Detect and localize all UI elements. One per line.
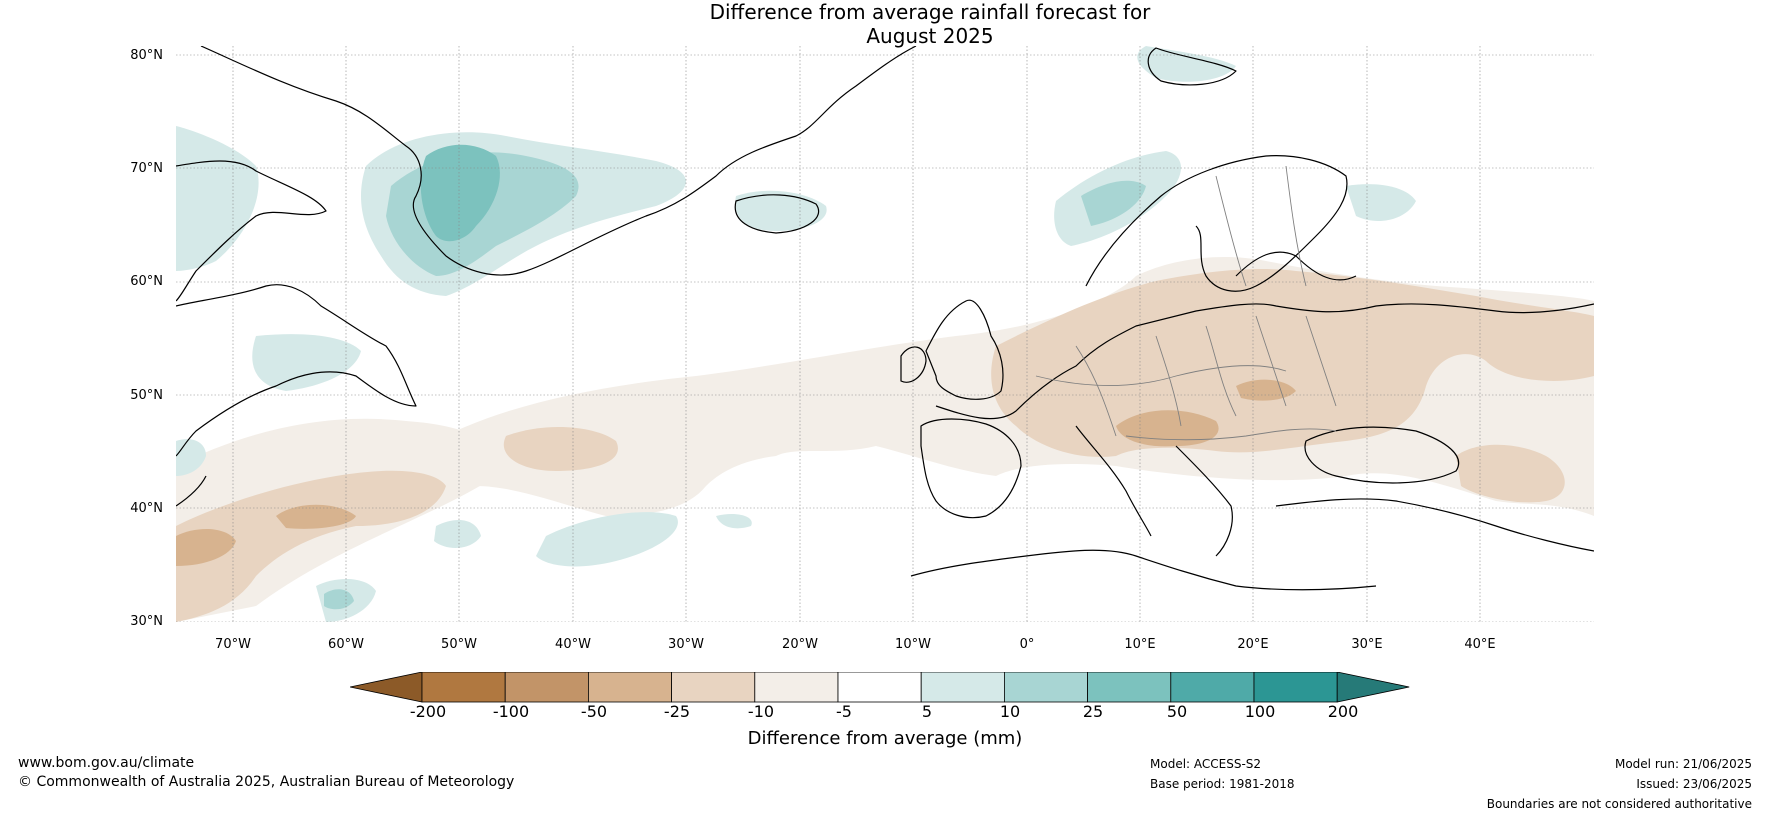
colorbar-svg [349, 671, 1410, 703]
graticule [176, 46, 1594, 622]
country-borders [1035, 165, 1337, 441]
lon-label-10w: 10°W [895, 637, 931, 652]
colorbar-tick-m200: -200 [409, 702, 447, 721]
wet-anomaly-layer [176, 46, 1416, 622]
lon-label-40w: 40°W [555, 637, 591, 652]
colorbar-segment [837, 671, 922, 703]
colorbar-tick-25: 25 [1082, 702, 1104, 721]
lon-label-0: 0° [1019, 637, 1035, 652]
lon-label-30w: 30°W [668, 637, 704, 652]
colorbar-tick-m100: -100 [492, 702, 530, 721]
rainfall-map [176, 46, 1594, 622]
colorbar-segments [349, 671, 1410, 703]
model-text: Model: ACCESS-S2 [1150, 757, 1262, 771]
colorbar-tick-100: 100 [1244, 702, 1276, 721]
colorbar-tick-200: 200 [1327, 702, 1359, 721]
lon-label-70w: 70°W [215, 637, 251, 652]
colorbar-segment [421, 671, 506, 703]
colorbar-segment [1087, 671, 1172, 703]
colorbar-tick-5: 5 [921, 702, 933, 721]
colorbar-segment [1004, 671, 1089, 703]
colorbar-extend-high [1336, 671, 1410, 703]
title-line-1: Difference from average rainfall forecas… [709, 0, 1151, 24]
title-line-2: August 2025 [866, 24, 994, 48]
model-run-text: Model run: 21/06/2025 [1614, 757, 1752, 771]
website-link[interactable]: www.bom.gov.au/climate [18, 755, 195, 771]
map-canvas [176, 46, 1594, 622]
lon-label-50w: 50°W [441, 637, 477, 652]
colorbar-segment [1170, 671, 1255, 703]
lat-label-50n: 50°N [130, 388, 163, 403]
dry-anomaly-layer [176, 256, 1594, 622]
issued-text: Issued: 23/06/2025 [1636, 777, 1752, 791]
colorbar-tick-50: 50 [1166, 702, 1188, 721]
disclaimer-text: Boundaries are not considered authoritat… [1486, 797, 1752, 811]
colorbar-segment [504, 671, 589, 703]
lon-label-60w: 60°W [328, 637, 364, 652]
colorbar-tick-m5: -5 [836, 702, 852, 721]
colorbar-segment [1253, 671, 1338, 703]
lat-label-30n: 30°N [130, 614, 163, 629]
colorbar-extend-low [349, 671, 423, 703]
colorbar-segment [920, 671, 1005, 703]
lon-label-40e: 40°E [1464, 637, 1496, 652]
colorbar-segment [671, 671, 756, 703]
lon-label-20w: 20°W [782, 637, 818, 652]
colorbar-tick-m50: -50 [580, 702, 608, 721]
lon-label-20e: 20°E [1237, 637, 1269, 652]
colorbar-segment [587, 671, 672, 703]
colorbar-tick-10: 10 [999, 702, 1021, 721]
copyright-text: © Commonwealth of Australia 2025, Austra… [18, 774, 515, 790]
chart-title: Difference from average rainfall forecas… [0, 0, 1770, 48]
colorbar-segment [754, 671, 839, 703]
colorbar-title: Difference from average (mm) [747, 728, 1023, 749]
base-period-text: Base period: 1981-2018 [1150, 777, 1295, 791]
lon-label-10e: 10°E [1124, 637, 1156, 652]
lat-label-80n: 80°N [130, 48, 163, 63]
lon-label-30e: 30°E [1351, 637, 1383, 652]
lat-label-60n: 60°N [130, 274, 163, 289]
lat-label-70n: 70°N [130, 161, 163, 176]
colorbar-tick-m10: -10 [747, 702, 775, 721]
colorbar [349, 671, 1420, 712]
colorbar-tick-m25: -25 [663, 702, 691, 721]
lat-label-40n: 40°N [130, 501, 163, 516]
coastlines [176, 46, 1594, 591]
